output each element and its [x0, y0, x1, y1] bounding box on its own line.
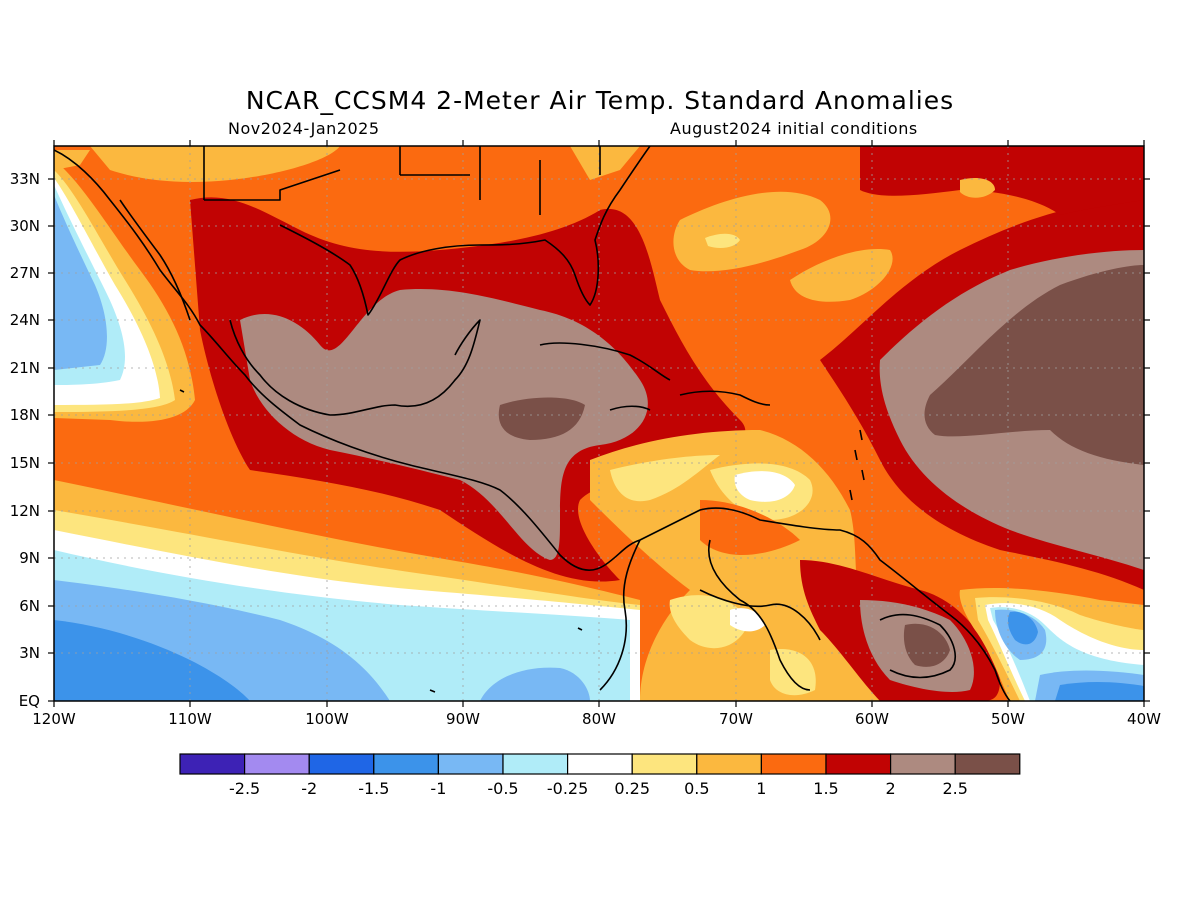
anomaly-field — [54, 146, 1144, 701]
legend-label: 0.5 — [684, 779, 709, 798]
legend-swatch — [889, 753, 956, 775]
initial-conditions: August2024 initial conditions — [670, 119, 918, 138]
legend-label: -2.5 — [229, 779, 260, 798]
legend-swatch — [760, 753, 827, 775]
legend-label: -2 — [301, 779, 317, 798]
legend-swatch — [373, 753, 439, 775]
lon-label: 40W — [1127, 710, 1161, 728]
forecast-period: Nov2024-Jan2025 — [228, 119, 380, 138]
longitude-axis: 120W 110W 100W 90W 80W 70W 60W 50W 40W — [32, 710, 1161, 728]
lat-label: 33N — [10, 170, 40, 188]
gridlines — [54, 146, 1144, 701]
legend-swatch — [244, 753, 310, 775]
legend-label: 0.25 — [614, 779, 650, 798]
chart-title: NCAR_CCSM4 2-Meter Air Temp. Standard An… — [245, 86, 955, 115]
legend-label: 2 — [886, 779, 896, 798]
lat-label: 6N — [19, 597, 40, 615]
latitude-axis: 33N 30N 27N 24N 21N 18N 15N 12N 9N 6N 3N… — [10, 170, 40, 710]
lon-label: 110W — [168, 710, 212, 728]
color-legend: -2.5 -2 -1.5 -1 -0.5 -0.25 0.25 0.5 1 1.5 2 2.5 — [179, 753, 1021, 798]
coastlines — [54, 146, 1011, 701]
legend-swatch — [308, 753, 375, 775]
legend-swatch — [696, 753, 762, 775]
legend-swatch — [502, 753, 569, 775]
lat-label: 30N — [10, 217, 40, 235]
legend-label: -0.25 — [547, 779, 588, 798]
lat-label: 12N — [10, 502, 40, 520]
lon-label: 120W — [32, 710, 76, 728]
legend-label: -0.5 — [487, 779, 518, 798]
lon-label: 100W — [305, 710, 349, 728]
lat-label: 24N — [10, 311, 40, 329]
legend-label: -1 — [430, 779, 446, 798]
legend-swatch — [437, 753, 504, 775]
lon-label: 80W — [582, 710, 616, 728]
lon-label: 90W — [446, 710, 480, 728]
lat-label: 27N — [10, 264, 40, 282]
legend-label: 1.5 — [813, 779, 838, 798]
legend-label: -1.5 — [358, 779, 389, 798]
lat-label: 15N — [10, 454, 40, 472]
lat-label: EQ — [19, 692, 40, 710]
lon-label: 70W — [719, 710, 753, 728]
legend-swatch — [825, 753, 892, 775]
legend-label: 2.5 — [942, 779, 967, 798]
legend-swatch — [566, 753, 633, 775]
legend-swatch — [179, 753, 246, 775]
legend-swatch — [631, 753, 698, 775]
lat-label: 9N — [19, 549, 40, 567]
axis-ticks — [48, 140, 1150, 707]
lat-label: 21N — [10, 359, 40, 377]
legend-label: 1 — [756, 779, 766, 798]
legend-swatch — [954, 753, 1021, 775]
lon-label: 50W — [991, 710, 1025, 728]
lat-label: 3N — [19, 644, 40, 662]
lat-label: 18N — [10, 406, 40, 424]
lon-label: 60W — [855, 710, 889, 728]
